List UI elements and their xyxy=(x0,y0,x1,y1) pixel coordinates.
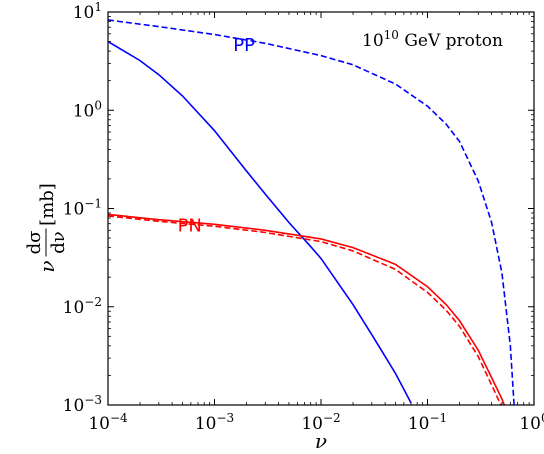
x-tick-label: 10−1 xyxy=(408,411,447,434)
label-layer: ν ν dσ dν [mb] 1010 GeV proton PP PN xyxy=(24,28,503,453)
x-tick-label: 100 xyxy=(519,411,544,434)
y-axis-label-numerator: dσ xyxy=(24,231,45,255)
series-label-pn: PN xyxy=(178,216,202,237)
y-tick-label: 101 xyxy=(73,0,102,23)
series-layer xyxy=(108,19,515,405)
x-tick-label: 10−2 xyxy=(301,411,340,434)
x-axis-label: ν xyxy=(315,429,327,453)
y-axis-label: ν dσ dν [mb] xyxy=(24,183,69,272)
plot-frame xyxy=(107,11,535,406)
series-line-1 xyxy=(108,19,515,405)
series-line-2 xyxy=(108,213,506,405)
y-axis-label-prefix: ν xyxy=(35,260,59,272)
y-tick-label: 10−2 xyxy=(63,295,102,318)
energy-annotation: 1010 GeV proton xyxy=(362,28,503,51)
x-tick-label: 10−3 xyxy=(195,411,234,434)
series-line-3 xyxy=(108,215,502,405)
series-label-pp: PP xyxy=(233,35,255,56)
y-axis-label-denominator: dν xyxy=(48,231,69,253)
series-line-0 xyxy=(108,40,412,404)
y-tick-label: 100 xyxy=(73,98,102,121)
y-axis-label-unit: [mb] xyxy=(37,183,58,226)
y-tick-label: 10−3 xyxy=(63,393,102,416)
x-tick-label: 10−4 xyxy=(88,411,128,434)
y-tick-label: 10−1 xyxy=(63,197,102,220)
